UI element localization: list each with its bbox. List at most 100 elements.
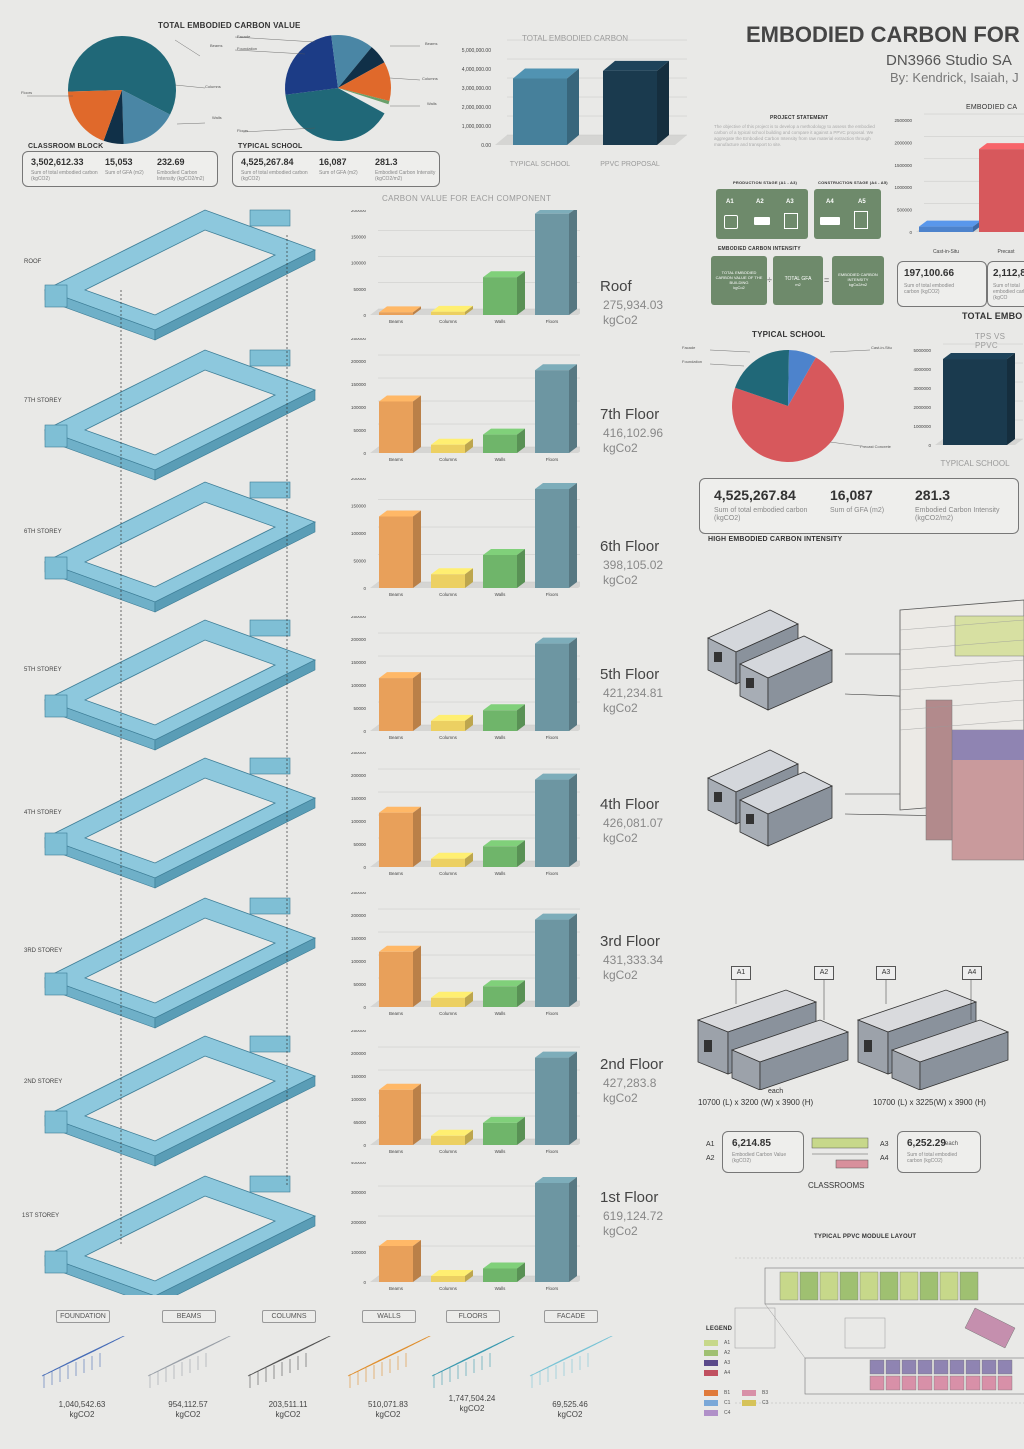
material-label-walls: WALLS [362,1310,416,1323]
material-stroke [559,1336,613,1362]
pie2-label-walls: Walls [427,101,437,106]
storey-model-5 [43,757,317,889]
slab-void [83,639,277,726]
legend-swatch [704,1360,718,1366]
floor-chart-floor4: 0 50000 100000 150000 200000 250000 Beams Colum… [351,752,580,876]
bar-typical-school-front [943,359,1007,445]
stair-core [44,1250,68,1274]
bar-beams-side [413,510,421,588]
bar-walls-side [517,1262,525,1282]
storey-model-6 [43,897,317,1029]
typical-pie-label-facade: Facade [682,345,696,350]
chart-floor [370,447,580,453]
bar-walls-side [517,980,525,1007]
material-drawing-walls [347,1336,431,1388]
material-unit: kgCO2 [459,1404,485,1413]
chart-floor [370,861,580,867]
y-tick-label: 0 [363,865,366,870]
slab-void [83,917,277,1004]
plan-room [879,1271,899,1301]
pie-slice-floors [68,35,176,115]
bar-columns-top [431,438,473,445]
top-pies-svg: Floors Beams Columns Walls Facade Founda… [21,34,438,144]
plan-room [859,1271,879,1301]
y-tick-label: 3,000,000.00 [462,86,491,92]
floor-chart-floor5: 0 50000 100000 150000 200000 250000 Beams Colum… [351,616,580,740]
bar-walls-front [483,277,517,315]
pie1-label-floors: Floors [21,90,32,95]
classroom-modules [696,980,1010,1090]
stat-label: Sum of total embodied carbon (kgCO2) [904,283,955,295]
y-tick-label: 400000 [351,1162,367,1165]
stair-core [44,556,68,580]
y-tick-label: 150000 [351,936,367,941]
typical-stats-box: 4,525,267.84 Sum of total embodied carbo… [232,151,440,187]
legend-swatch [742,1390,756,1396]
bar-floors-top [535,210,574,214]
y-tick-label: 250000 [351,892,367,895]
material-value-foundation: 1,040,542.63 [58,1400,106,1409]
storey-model-1 [43,209,317,341]
bar-walls-front [483,555,517,588]
floor-name-floor4: 4th Floor [600,796,660,813]
legend-swatch [704,1340,718,1346]
classroom-tag-a3: A3 [880,1141,889,1148]
bar-walls [483,840,525,867]
y-tick-label: 2000000 [913,405,931,410]
y-tick-label: 0 [928,443,931,448]
pie2-label-columns: Columns [422,76,438,81]
stair-core [249,481,291,499]
x-category-label: Walls [495,319,507,324]
stair-core [44,1110,68,1134]
stat-label: Embodied Carbon Intensity (kgCO2/m2) [375,170,436,182]
material-label-beams: BEAMS [162,1310,216,1323]
bar-floors-top [535,637,577,644]
truck-icon [754,217,770,225]
bar-beams-front [379,401,413,453]
bar-floors-side [569,773,577,867]
x-category-label: Columns [439,1011,458,1016]
x-category-label: Floors [546,871,559,876]
bar-beams-side [413,1083,421,1145]
storey-label: 7TH STOREY [24,398,62,404]
typical-pie-label-cast-in-situ: Cast-in-Situ [871,345,892,350]
truck-icon [820,217,840,225]
legend-label: A3 [724,1360,731,1366]
formula-term: EMBODIED CARBON INTENSITY [838,272,878,282]
embodied-ca-title: EMBODIED CA [966,104,1018,111]
typical-pie-label-foundation: Foundation [682,359,702,364]
plan-room [949,1359,965,1375]
bar-typical-school-side [567,68,579,145]
storey-model-3 [43,481,317,613]
bar-floors [535,637,577,731]
stat-label: Sum of GFA (m2) [105,170,144,176]
bar-beams-top [379,672,421,679]
bar-beams-front [379,678,413,731]
bar-walls [483,980,525,1007]
legend-label: A4 [724,1370,731,1376]
bar-columns-side [465,568,473,588]
bar-beams-front [379,516,413,588]
x-category-label: Columns [439,457,458,462]
bar-walls-side [517,704,525,731]
x-category-label: Columns [439,1286,458,1291]
y-tick-label: 100000 [351,959,367,964]
x-category-label: Floors [546,457,559,462]
slab-edge [154,249,316,341]
bar-walls-top [483,271,525,278]
material-value-walls: 510,071.83 [367,1400,409,1409]
floor-unit-roof: kgCo2 [603,313,638,327]
bar-walls-front [483,846,517,867]
y-tick-label: 200000 [351,359,367,364]
dimension-each: each [768,1088,784,1095]
bar-walls [483,271,525,315]
bar-columns [431,714,473,731]
plan-room [901,1375,917,1391]
floor-chart-floor6: 0 50000 100000 150000 200000 Beams Columns Wall… [351,478,580,597]
slab-edge [154,389,316,481]
y-tick-label: 100000 [351,819,367,824]
y-tick-label: 250000 [351,752,367,755]
x-category-label: Walls [495,1286,507,1291]
y-tick-label: 250000 [351,1030,367,1033]
pie-slice-floors [285,88,385,142]
